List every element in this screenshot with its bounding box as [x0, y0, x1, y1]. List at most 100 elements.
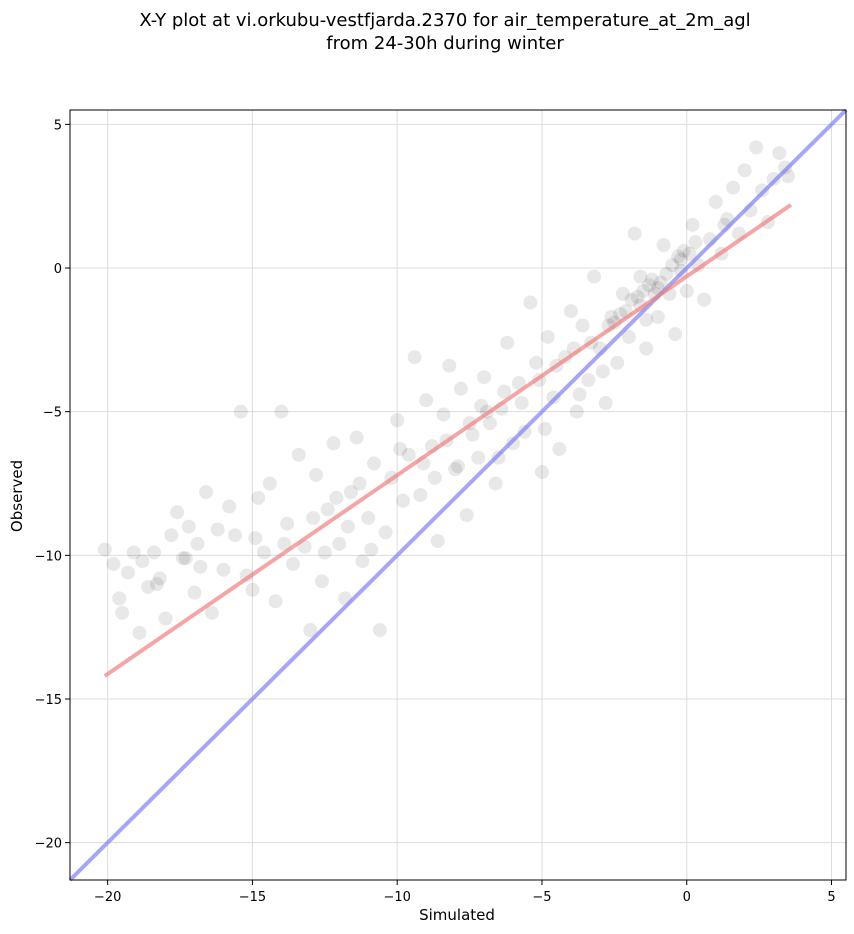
data-point — [778, 160, 793, 175]
data-point — [546, 390, 561, 405]
y-tick-label: −10 — [35, 549, 62, 564]
data-point — [506, 436, 521, 451]
regression-line — [103, 203, 793, 678]
data-point — [430, 533, 445, 548]
data-point — [199, 485, 214, 500]
data-point — [442, 358, 457, 373]
data-point — [216, 562, 231, 577]
y-axis-ticks: −20 −15 −10 −5 0 5 — [35, 118, 70, 852]
data-point — [610, 355, 625, 370]
data-point — [737, 163, 752, 178]
data-point — [673, 252, 688, 267]
data-point — [178, 551, 193, 566]
y-tick-label: 5 — [54, 118, 62, 133]
data-point — [190, 536, 205, 551]
data-point — [112, 591, 127, 606]
data-point — [679, 284, 694, 299]
data-point — [616, 286, 631, 301]
data-point — [575, 318, 590, 333]
data-point — [668, 327, 683, 342]
data-point — [653, 275, 668, 290]
data-point — [274, 404, 289, 419]
data-point — [598, 396, 613, 411]
data-point — [595, 364, 610, 379]
data-point — [164, 528, 179, 543]
data-point — [314, 574, 329, 589]
data-point — [204, 605, 219, 620]
data-point — [471, 450, 486, 465]
data-point — [262, 476, 277, 491]
data-point — [517, 424, 532, 439]
x-axis-label: Simulated — [419, 906, 495, 924]
data-point — [306, 510, 321, 525]
chart-title-line-2: from 24-30h during winter — [326, 33, 564, 54]
reference-lines — [68, 108, 848, 882]
data-point — [708, 194, 723, 209]
data-point — [340, 519, 355, 534]
data-point — [152, 571, 167, 586]
data-point — [488, 476, 503, 491]
data-point — [419, 393, 434, 408]
plot-frame — [69, 109, 847, 881]
data-point — [97, 542, 112, 557]
data-point — [676, 243, 691, 258]
y-axis-label: Observed — [8, 460, 26, 532]
data-point — [309, 467, 324, 482]
data-point — [181, 519, 196, 534]
data-point — [673, 263, 688, 278]
data-point — [688, 235, 703, 250]
data-point — [581, 373, 596, 388]
data-point — [650, 309, 665, 324]
x-tick-label: −15 — [239, 890, 266, 905]
data-point — [534, 465, 549, 480]
data-point — [552, 442, 567, 457]
data-point — [529, 355, 544, 370]
data-point — [427, 470, 442, 485]
data-point — [158, 611, 173, 626]
data-point — [135, 554, 150, 569]
data-point — [474, 398, 489, 413]
x-tick-label: −5 — [532, 890, 551, 905]
data-point — [482, 416, 497, 431]
data-point — [639, 341, 654, 356]
data-point — [511, 375, 526, 390]
data-point — [448, 462, 463, 477]
data-point — [355, 554, 370, 569]
data-point — [407, 350, 422, 365]
data-point — [146, 545, 161, 560]
data-point — [627, 226, 642, 241]
data-point — [210, 522, 225, 537]
data-point — [523, 295, 538, 310]
data-point — [329, 490, 344, 505]
data-point — [222, 499, 237, 514]
x-tick-label: 0 — [683, 890, 691, 905]
data-point — [630, 289, 645, 304]
data-point — [633, 269, 648, 284]
identity-line — [68, 108, 848, 882]
data-point — [639, 312, 654, 327]
data-point — [540, 329, 555, 344]
data-point — [285, 556, 300, 571]
data-point — [393, 442, 408, 457]
x-tick-label: −20 — [94, 890, 121, 905]
data-point — [187, 585, 202, 600]
grid — [70, 110, 846, 880]
data-point — [682, 246, 697, 261]
data-point — [401, 447, 416, 462]
data-point — [766, 171, 781, 186]
y-tick-label: −5 — [43, 406, 62, 421]
data-point — [280, 516, 295, 531]
data-point — [343, 485, 358, 500]
data-point — [665, 258, 680, 273]
data-point — [604, 309, 619, 324]
data-point — [390, 413, 405, 428]
data-point — [193, 559, 208, 574]
data-point — [749, 140, 764, 155]
data-point — [233, 404, 248, 419]
data-point — [326, 436, 341, 451]
data-point — [126, 545, 141, 560]
data-point — [671, 249, 686, 264]
x-tick-label: 5 — [827, 890, 835, 905]
data-point — [115, 605, 130, 620]
data-point — [303, 623, 318, 638]
